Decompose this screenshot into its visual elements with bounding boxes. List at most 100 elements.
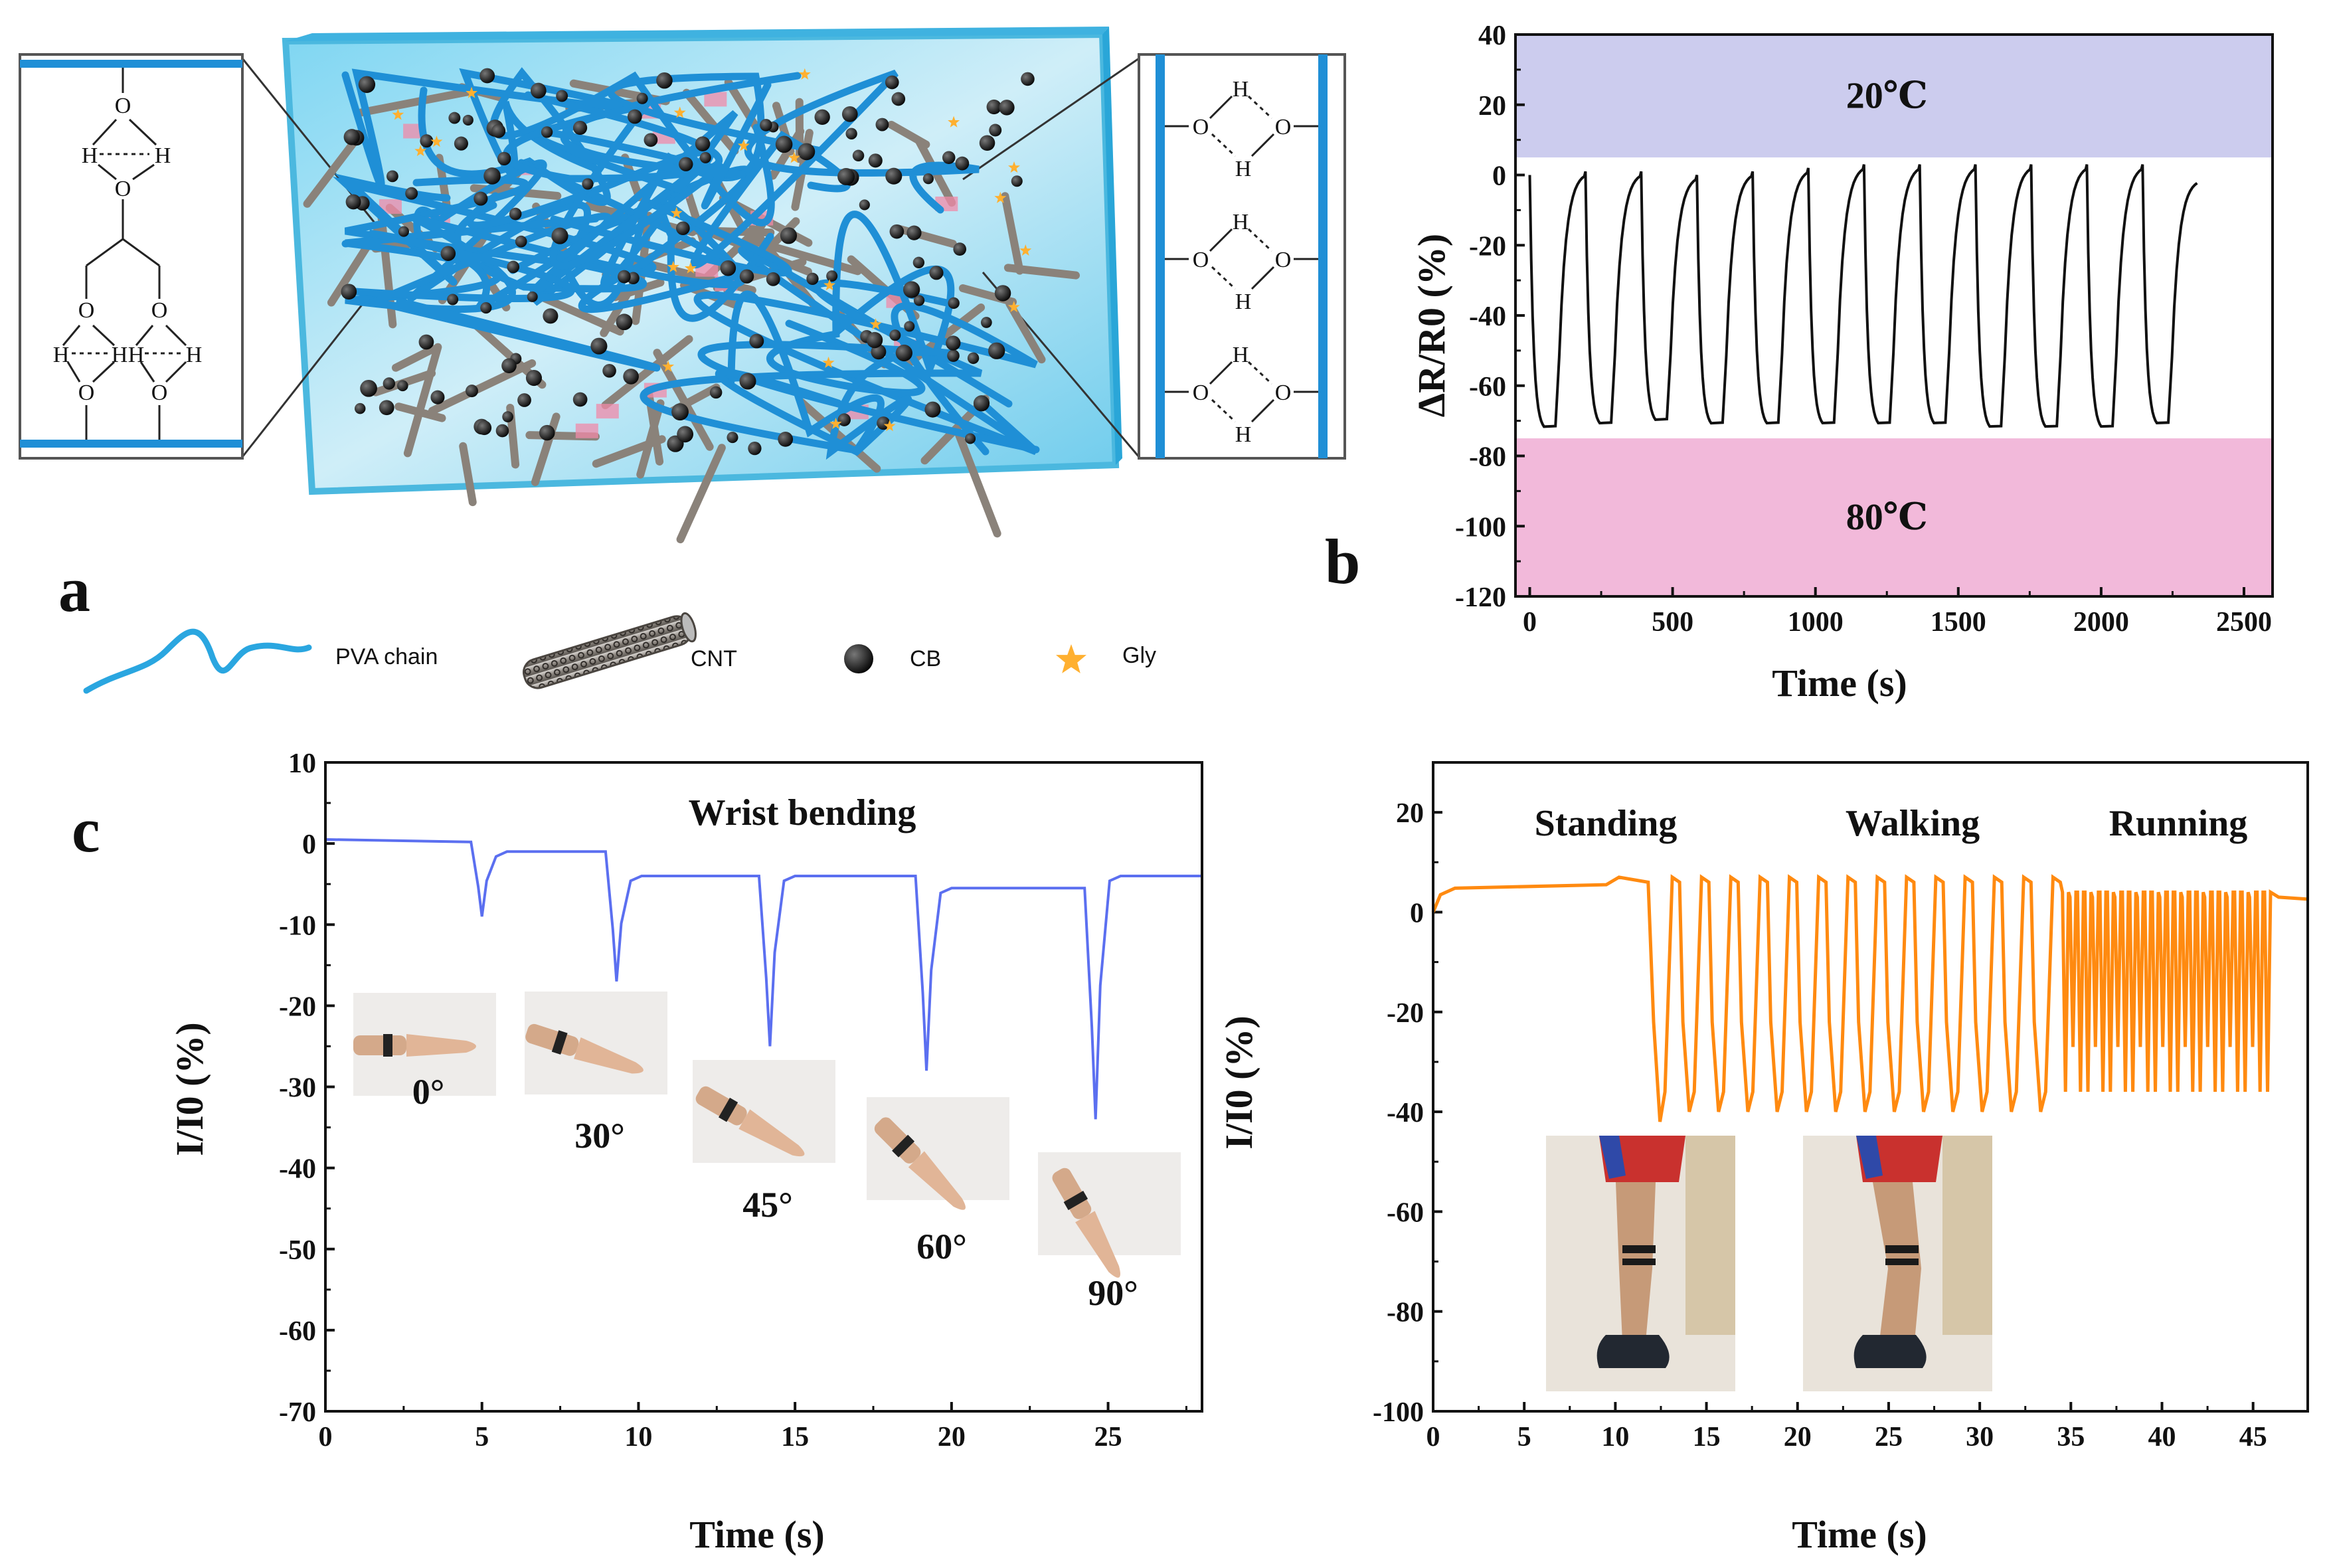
cb-particle	[379, 400, 394, 416]
cb-particle	[447, 294, 459, 305]
hbond-dash	[1247, 228, 1273, 252]
atom-h: H	[112, 343, 128, 367]
temperature-band	[1515, 35, 2273, 158]
cb-particle	[582, 178, 594, 190]
cb-particle	[903, 281, 920, 298]
cb-particle	[859, 199, 870, 211]
forearm-shape	[525, 1023, 579, 1056]
cb-particle	[420, 134, 434, 148]
temperature-bands: 20℃ 80℃	[1515, 35, 2273, 596]
cnt-rod	[1001, 192, 1024, 275]
x-tick-label: 5	[475, 1422, 489, 1452]
cb-particle	[749, 333, 764, 349]
cb-particle	[942, 151, 956, 164]
sensor-band	[1885, 1259, 1919, 1265]
cnt-rod	[682, 88, 739, 155]
cb-particle	[895, 344, 912, 362]
cb-particle	[618, 270, 631, 284]
cb-particle	[986, 99, 1001, 115]
cb-particle	[405, 187, 418, 200]
pva-chain	[454, 197, 792, 309]
x-tick-label: 30	[1966, 1422, 1994, 1452]
atom-h: H	[155, 143, 171, 168]
y-tick-label: -60	[1469, 372, 1506, 402]
atom-h: H	[82, 143, 98, 168]
x-tick-label: 20	[1784, 1422, 1812, 1452]
cb-particle	[466, 385, 478, 398]
x-tick-label: 20	[938, 1422, 966, 1452]
hbond-unit: O OHH	[1165, 343, 1318, 447]
cb-particle	[727, 432, 738, 444]
cb-particle	[517, 393, 531, 407]
gly-star-icon	[1056, 644, 1086, 673]
chart-c-right-frame	[1432, 761, 2309, 1413]
y-tick-label: -20	[279, 992, 316, 1022]
hbond-dashes	[72, 153, 181, 355]
chart-b-x-axis-label: Time (s)	[1772, 661, 1907, 705]
cb-particle	[644, 133, 658, 147]
chart-b-series-line	[1528, 164, 2198, 428]
cb-particle	[495, 424, 509, 438]
cb-particle	[814, 109, 830, 126]
wrist-photo	[525, 992, 667, 1094]
cnt-rod	[1005, 300, 1046, 364]
shoe-shape	[1596, 1335, 1670, 1368]
sensor-band	[1622, 1259, 1656, 1265]
hand-shape	[908, 1151, 966, 1210]
photo-background	[1038, 1152, 1181, 1255]
y-tick-label: 0	[302, 829, 316, 860]
cnt-rod	[459, 442, 477, 507]
cb-particle	[483, 167, 501, 185]
angle-label: 30°	[574, 1116, 625, 1156]
hbond-dash	[1247, 361, 1273, 385]
legend-cb-label: CB	[910, 646, 941, 671]
pva-chain	[697, 341, 1040, 460]
legend-gly-label: Gly	[1122, 643, 1156, 668]
chart-c-right-series-line	[1431, 874, 2308, 1122]
forearm-shape	[695, 1086, 747, 1126]
y-tick-label: -100	[1455, 512, 1506, 543]
atom-h: H	[1235, 290, 1252, 314]
x-tick-label: 1500	[1931, 607, 1986, 638]
x-tick-label: 2500	[2216, 607, 2272, 638]
cb-particle	[709, 386, 723, 399]
gait-phase-labels: Standing Walking Running	[1535, 803, 2248, 844]
panel-c-wrist-chart: 0 5 10 15 20 25 10 0 -10 -20 -30 -40 -50 -60 -70 Wrist…	[72, 748, 1203, 1556]
cb-particle	[948, 297, 960, 309]
cb-particle	[837, 168, 855, 185]
wrist-photo	[693, 1060, 835, 1163]
y-tick-label: -10	[279, 911, 316, 941]
cb-particle	[671, 403, 689, 421]
atom-h: H	[1235, 157, 1252, 181]
y-tick-label: -40	[279, 1154, 316, 1185]
cnt-rod	[428, 359, 537, 415]
chart-b-ticks: 0 500 1000 1500 2000 2500 40 20 0 -20 -40 -60 -80 -10…	[1455, 21, 2272, 638]
x-tick-label: 2000	[2073, 607, 2129, 638]
cb-particle	[988, 342, 1005, 359]
cb-particle	[980, 317, 992, 328]
cb-particle	[973, 395, 990, 412]
chart-c-left-x-axis-label: Time (s)	[689, 1513, 825, 1556]
polymer-network	[303, 67, 1080, 544]
cb-particle	[675, 221, 690, 236]
x-tick-label: 15	[1693, 1422, 1721, 1452]
cb-particle	[539, 424, 555, 441]
cb-particle	[572, 392, 588, 407]
cb-particle	[551, 227, 568, 244]
sensor-band	[1885, 1245, 1919, 1253]
cb-particle	[479, 68, 495, 84]
sensor-band	[383, 1034, 392, 1057]
atom-h: H	[1233, 77, 1249, 102]
cb-particle	[806, 272, 819, 286]
y-tick-label: -20	[1469, 231, 1506, 262]
cb-particle	[491, 124, 506, 138]
cb-particle	[891, 92, 906, 106]
cb-particle	[826, 270, 838, 282]
crosslink-patch	[379, 199, 402, 214]
x-tick-label: 45	[2239, 1422, 2267, 1452]
y-tick-label: -70	[279, 1397, 316, 1428]
x-tick-label: 0	[319, 1422, 333, 1452]
y-tick-label: -40	[1387, 1098, 1424, 1128]
cb-particle	[845, 128, 857, 139]
